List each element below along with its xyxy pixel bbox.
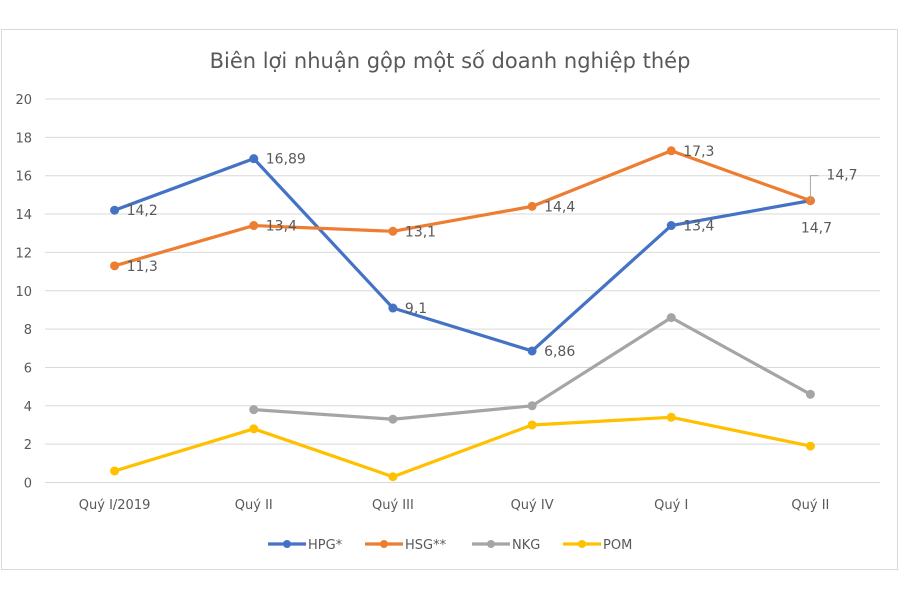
data-point <box>388 414 398 424</box>
data-label: 14,7 <box>801 221 832 237</box>
data-label: 11,3 <box>127 259 158 275</box>
x-tick-label: Quý I <box>654 498 688 513</box>
legend-label: HPG* <box>308 538 343 553</box>
data-label: 6,86 <box>544 344 575 360</box>
data-label: 13,1 <box>405 224 436 240</box>
data-point <box>805 441 815 451</box>
y-tick-label: 0 <box>24 477 32 492</box>
y-tick-label: 16 <box>15 170 32 185</box>
data-label: 9,1 <box>405 301 427 317</box>
x-tick-label: Quý III <box>372 498 414 513</box>
data-point <box>388 472 398 482</box>
data-point <box>805 389 815 399</box>
series-line-pom <box>114 415 811 479</box>
legend-marker <box>487 540 495 548</box>
data-label: 17,3 <box>683 144 714 160</box>
data-point <box>666 146 676 156</box>
data-point <box>388 303 398 313</box>
legend-label: HSG** <box>405 538 447 553</box>
chart-title: Biên lợi nhuận gộp một số doanh nghiệp t… <box>210 49 691 73</box>
y-tick-label: 12 <box>15 246 32 261</box>
data-label: 16,89 <box>266 152 306 168</box>
series-line-hsg <box>114 149 811 268</box>
data-point <box>110 466 120 476</box>
x-tick-label: Quý I/2019 <box>79 498 151 513</box>
data-label: 14,2 <box>127 203 158 219</box>
legend-marker <box>578 540 586 548</box>
data-point <box>249 221 259 231</box>
data-point <box>527 401 537 411</box>
y-tick-label: 2 <box>24 438 32 453</box>
x-tick-label: Quý II <box>791 498 829 513</box>
data-point <box>527 420 537 430</box>
data-label: 13,4 <box>683 219 714 235</box>
data-point <box>666 412 676 422</box>
y-tick-label: 10 <box>15 285 32 300</box>
leader-line <box>809 175 819 201</box>
data-label: 14,7 <box>826 168 857 184</box>
x-tick-label: Quý IV <box>511 498 554 513</box>
data-point <box>666 221 676 231</box>
series-line-hpg <box>114 157 811 353</box>
y-tick-label: 4 <box>24 400 32 415</box>
y-tick-label: 14 <box>15 208 32 223</box>
y-tick-label: 6 <box>24 361 32 376</box>
data-point <box>666 313 676 323</box>
legend-marker <box>380 540 388 548</box>
chart-area <box>1 29 898 570</box>
x-tick-label: Quý II <box>235 498 273 513</box>
data-point <box>388 226 398 236</box>
y-tick-label: 8 <box>24 323 32 338</box>
data-point <box>110 205 120 215</box>
data-point <box>249 405 259 415</box>
data-point <box>527 346 537 356</box>
data-point <box>249 154 259 164</box>
data-label: 13,4 <box>266 219 297 235</box>
legend-label: NKG <box>512 538 540 553</box>
y-tick-label: 20 <box>15 93 32 108</box>
data-point <box>110 261 120 271</box>
data-label: 14,4 <box>544 199 575 215</box>
y-tick-label: 18 <box>15 131 32 146</box>
data-point <box>249 424 259 434</box>
data-point <box>527 201 537 211</box>
legend-marker <box>283 540 291 548</box>
legend-label: POM <box>603 538 632 553</box>
